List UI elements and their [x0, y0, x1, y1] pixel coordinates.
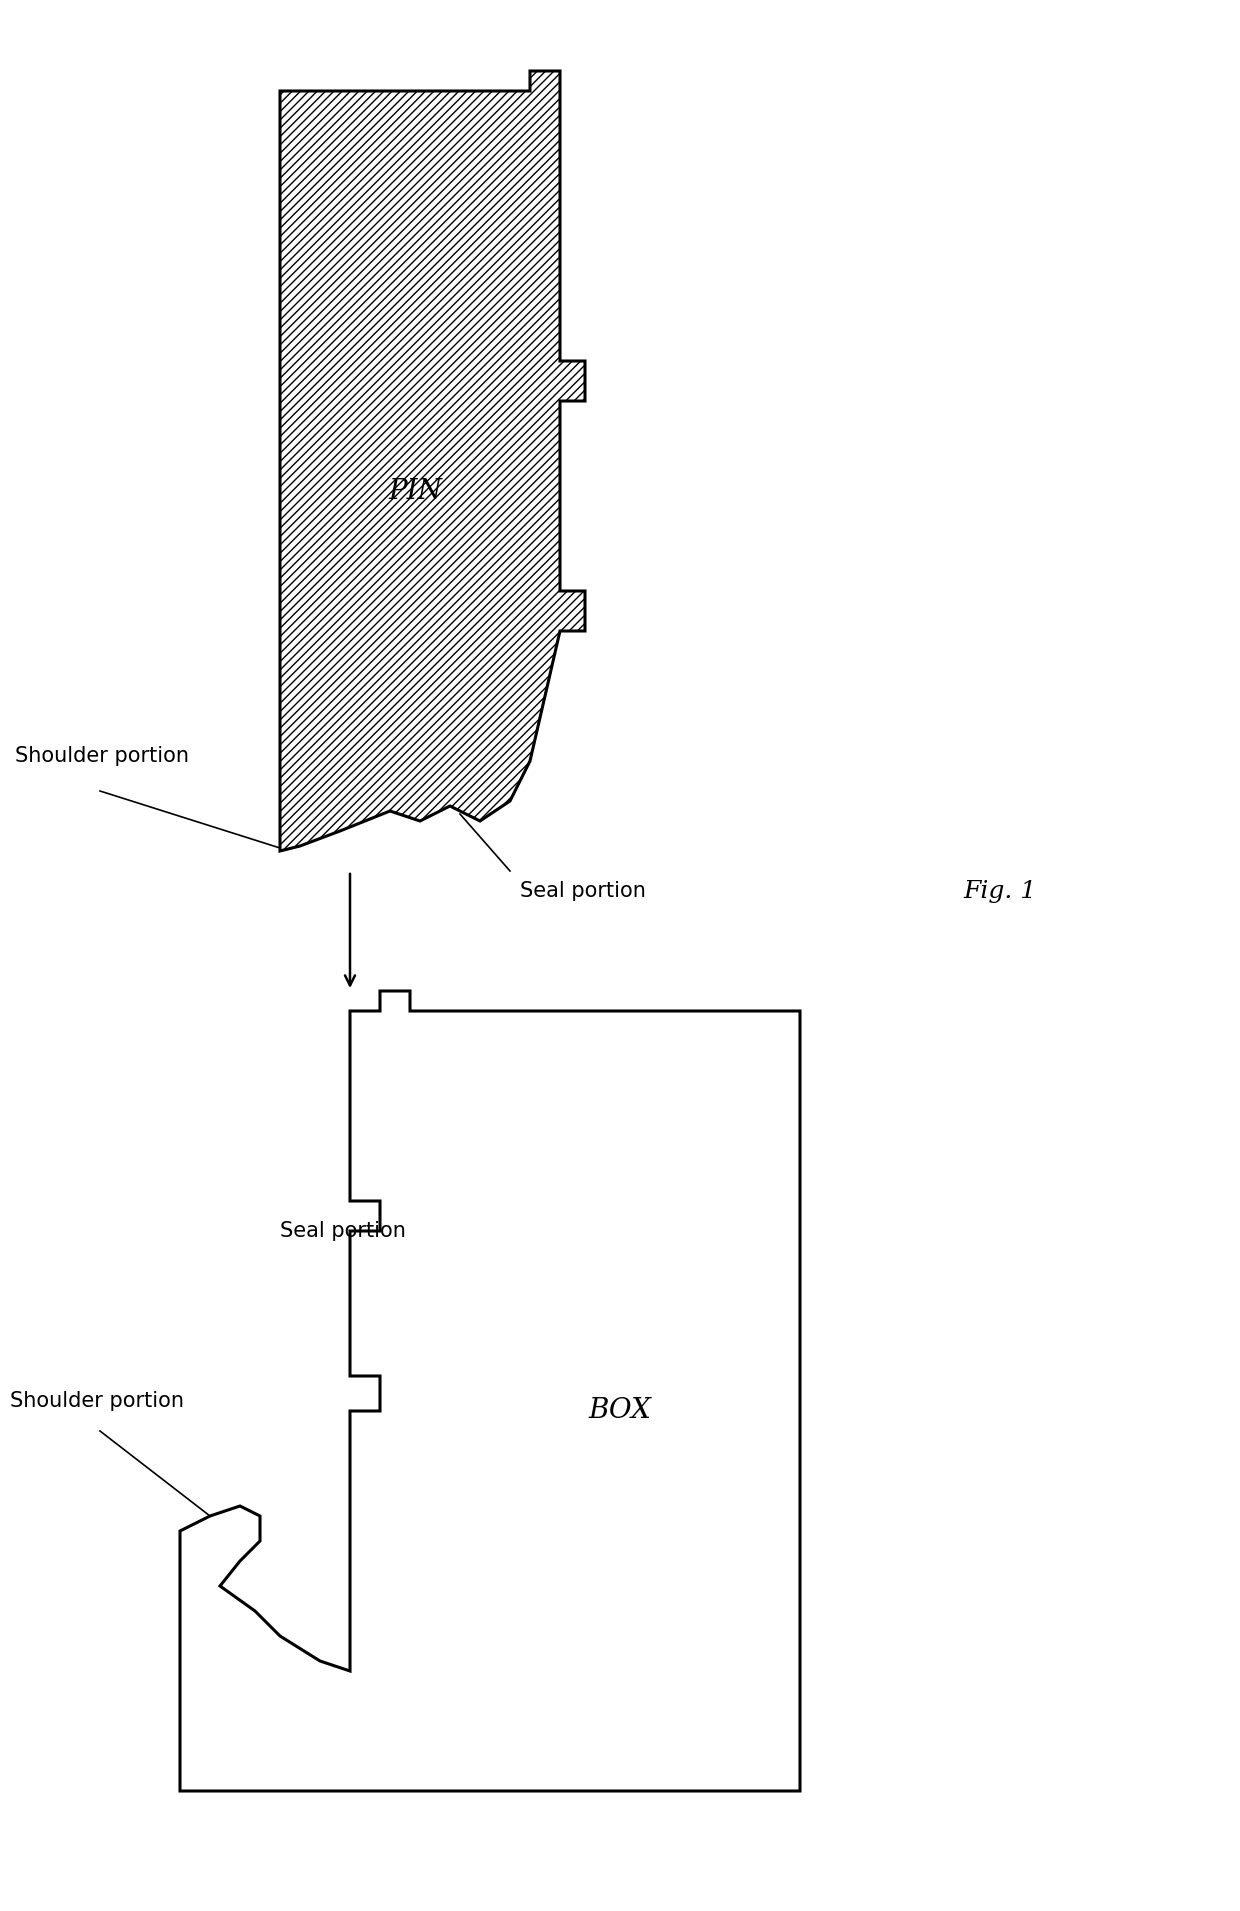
- Text: BOX: BOX: [589, 1397, 651, 1424]
- Polygon shape: [180, 992, 800, 1791]
- Text: Fig. 1: Fig. 1: [963, 879, 1037, 902]
- Text: Shoulder portion: Shoulder portion: [10, 1391, 184, 1410]
- Polygon shape: [280, 71, 585, 850]
- Text: Seal portion: Seal portion: [280, 1221, 405, 1240]
- Text: Shoulder portion: Shoulder portion: [15, 745, 188, 766]
- Text: PIN: PIN: [388, 478, 441, 505]
- Text: Seal portion: Seal portion: [520, 881, 646, 900]
